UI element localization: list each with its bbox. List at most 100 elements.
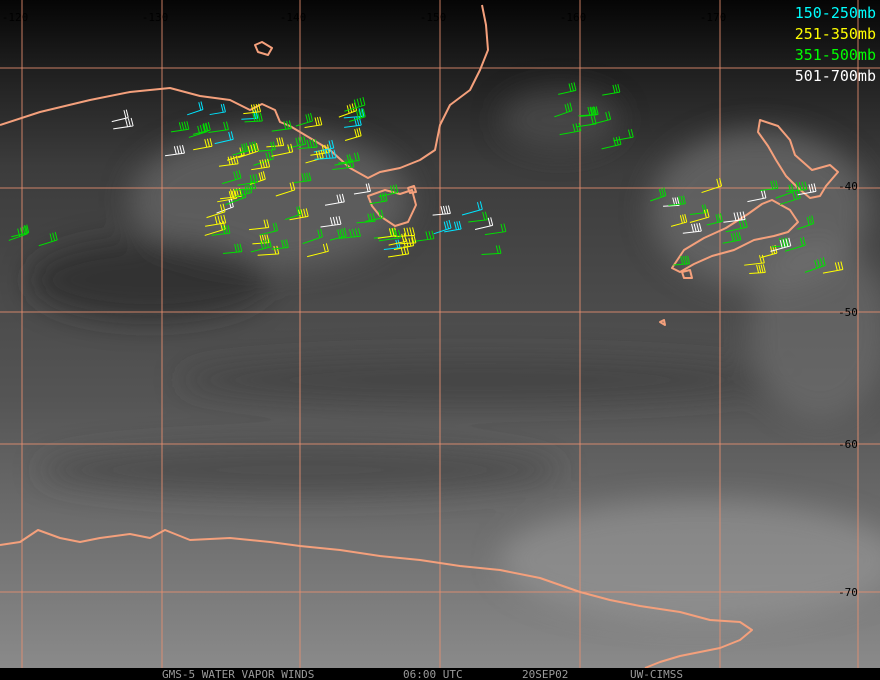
wind-barb bbox=[554, 102, 573, 118]
wind-barb bbox=[252, 234, 270, 245]
wind-barb bbox=[187, 101, 204, 116]
legend-entry: 501-700mb bbox=[795, 67, 876, 85]
wind-barb bbox=[208, 121, 229, 133]
wind-barb bbox=[723, 211, 746, 223]
footer-title: GMS-5 WATER VAPOR WINDS bbox=[162, 668, 314, 680]
wind-barb bbox=[271, 143, 294, 157]
latitude-labels: -40 -50 -60 -70 bbox=[838, 180, 858, 599]
wind-barb bbox=[785, 181, 808, 192]
wind-barb bbox=[271, 120, 292, 132]
wind-barb bbox=[670, 213, 688, 227]
wind-barb bbox=[650, 187, 667, 202]
wind-barb bbox=[289, 208, 309, 221]
wind-barb bbox=[701, 177, 723, 194]
wind-barb bbox=[241, 110, 259, 120]
longitude-label: -170 bbox=[700, 11, 727, 24]
wind-barb bbox=[233, 180, 257, 191]
wind-barb bbox=[378, 184, 399, 198]
wind-barb bbox=[369, 192, 388, 205]
wind-barb bbox=[474, 217, 494, 230]
wind-barb bbox=[771, 237, 790, 248]
wind-barb bbox=[393, 237, 415, 251]
wind-barb bbox=[220, 188, 242, 200]
wind-barb bbox=[205, 214, 227, 227]
wind-barb bbox=[249, 219, 270, 231]
wind-barb bbox=[193, 138, 213, 151]
wind-barb bbox=[744, 254, 765, 266]
longitude-label: -130 bbox=[142, 11, 169, 24]
wind-barb bbox=[365, 209, 384, 222]
wind-barb bbox=[235, 184, 253, 198]
wind-barb bbox=[324, 193, 345, 206]
wind-barb bbox=[770, 237, 792, 252]
wind-barb bbox=[760, 180, 779, 192]
wind-barb bbox=[339, 228, 361, 239]
wind-barb bbox=[257, 141, 276, 152]
wind-barb bbox=[238, 142, 259, 159]
wind-barb bbox=[749, 264, 766, 274]
wind-barb bbox=[356, 213, 376, 224]
wind-barb bbox=[433, 219, 452, 235]
wind-barb bbox=[275, 181, 296, 197]
legend-entry: 150-250mb bbox=[795, 4, 876, 22]
wind-barb bbox=[412, 230, 435, 243]
wind-barb bbox=[797, 215, 815, 230]
wind-barb bbox=[250, 238, 272, 253]
wind-barb bbox=[243, 103, 262, 115]
wind-barb bbox=[722, 231, 742, 244]
wind-barb bbox=[302, 228, 324, 245]
wind-barb bbox=[804, 257, 826, 273]
wind-barb bbox=[601, 136, 622, 150]
wind-barb bbox=[313, 139, 335, 153]
wind-barb bbox=[444, 220, 462, 233]
wind-barb bbox=[706, 213, 723, 226]
wind-barb bbox=[344, 116, 362, 128]
wind-barb bbox=[353, 183, 371, 195]
wind-barb bbox=[334, 154, 352, 166]
wind-barb bbox=[822, 261, 844, 274]
wind-barb bbox=[559, 122, 582, 136]
footer-bar bbox=[0, 668, 880, 680]
wind-barb bbox=[284, 206, 302, 221]
wind-barb bbox=[689, 208, 710, 223]
wind-barb bbox=[689, 204, 708, 215]
wind-barb bbox=[259, 222, 279, 236]
wind-barb bbox=[578, 106, 599, 117]
wind-barb bbox=[349, 108, 366, 123]
latitude-label: -50 bbox=[838, 306, 858, 319]
wind-barb bbox=[304, 116, 323, 128]
wind-barb bbox=[286, 136, 307, 149]
wind-barb bbox=[663, 197, 680, 207]
wind-barb bbox=[307, 243, 329, 258]
wind-barb bbox=[111, 109, 129, 123]
wind-barb bbox=[558, 82, 577, 95]
wind-barb bbox=[225, 189, 247, 206]
footer-date: 20SEP02 bbox=[522, 668, 568, 680]
wind-barb bbox=[218, 155, 239, 167]
wind-barbs bbox=[8, 82, 844, 274]
longitude-label: -120 bbox=[2, 11, 29, 24]
longitude-label: -160 bbox=[560, 11, 587, 24]
wind-barb bbox=[38, 231, 58, 247]
wind-barb bbox=[11, 224, 30, 238]
wind-barb bbox=[113, 117, 134, 130]
wind-barb bbox=[775, 183, 794, 199]
wind-barb bbox=[8, 225, 29, 241]
legend-entry: 351-500mb bbox=[795, 46, 876, 64]
wind-barb bbox=[244, 112, 263, 123]
legend: 150-250mb 251-350mb 351-500mb 501-700mb bbox=[795, 4, 876, 85]
wind-barb bbox=[797, 183, 817, 196]
wind-barb bbox=[211, 225, 231, 236]
wind-barb bbox=[217, 190, 238, 203]
wind-barb bbox=[251, 158, 271, 171]
longitude-label: -150 bbox=[420, 11, 447, 24]
wind-barb bbox=[725, 218, 748, 233]
wind-barb bbox=[602, 84, 621, 96]
wind-barb bbox=[320, 216, 342, 228]
wind-barb bbox=[344, 127, 362, 142]
legend-entry: 251-350mb bbox=[795, 25, 876, 43]
wind-barb bbox=[481, 245, 502, 256]
wind-barb bbox=[432, 205, 451, 216]
wind-barb bbox=[668, 195, 686, 206]
